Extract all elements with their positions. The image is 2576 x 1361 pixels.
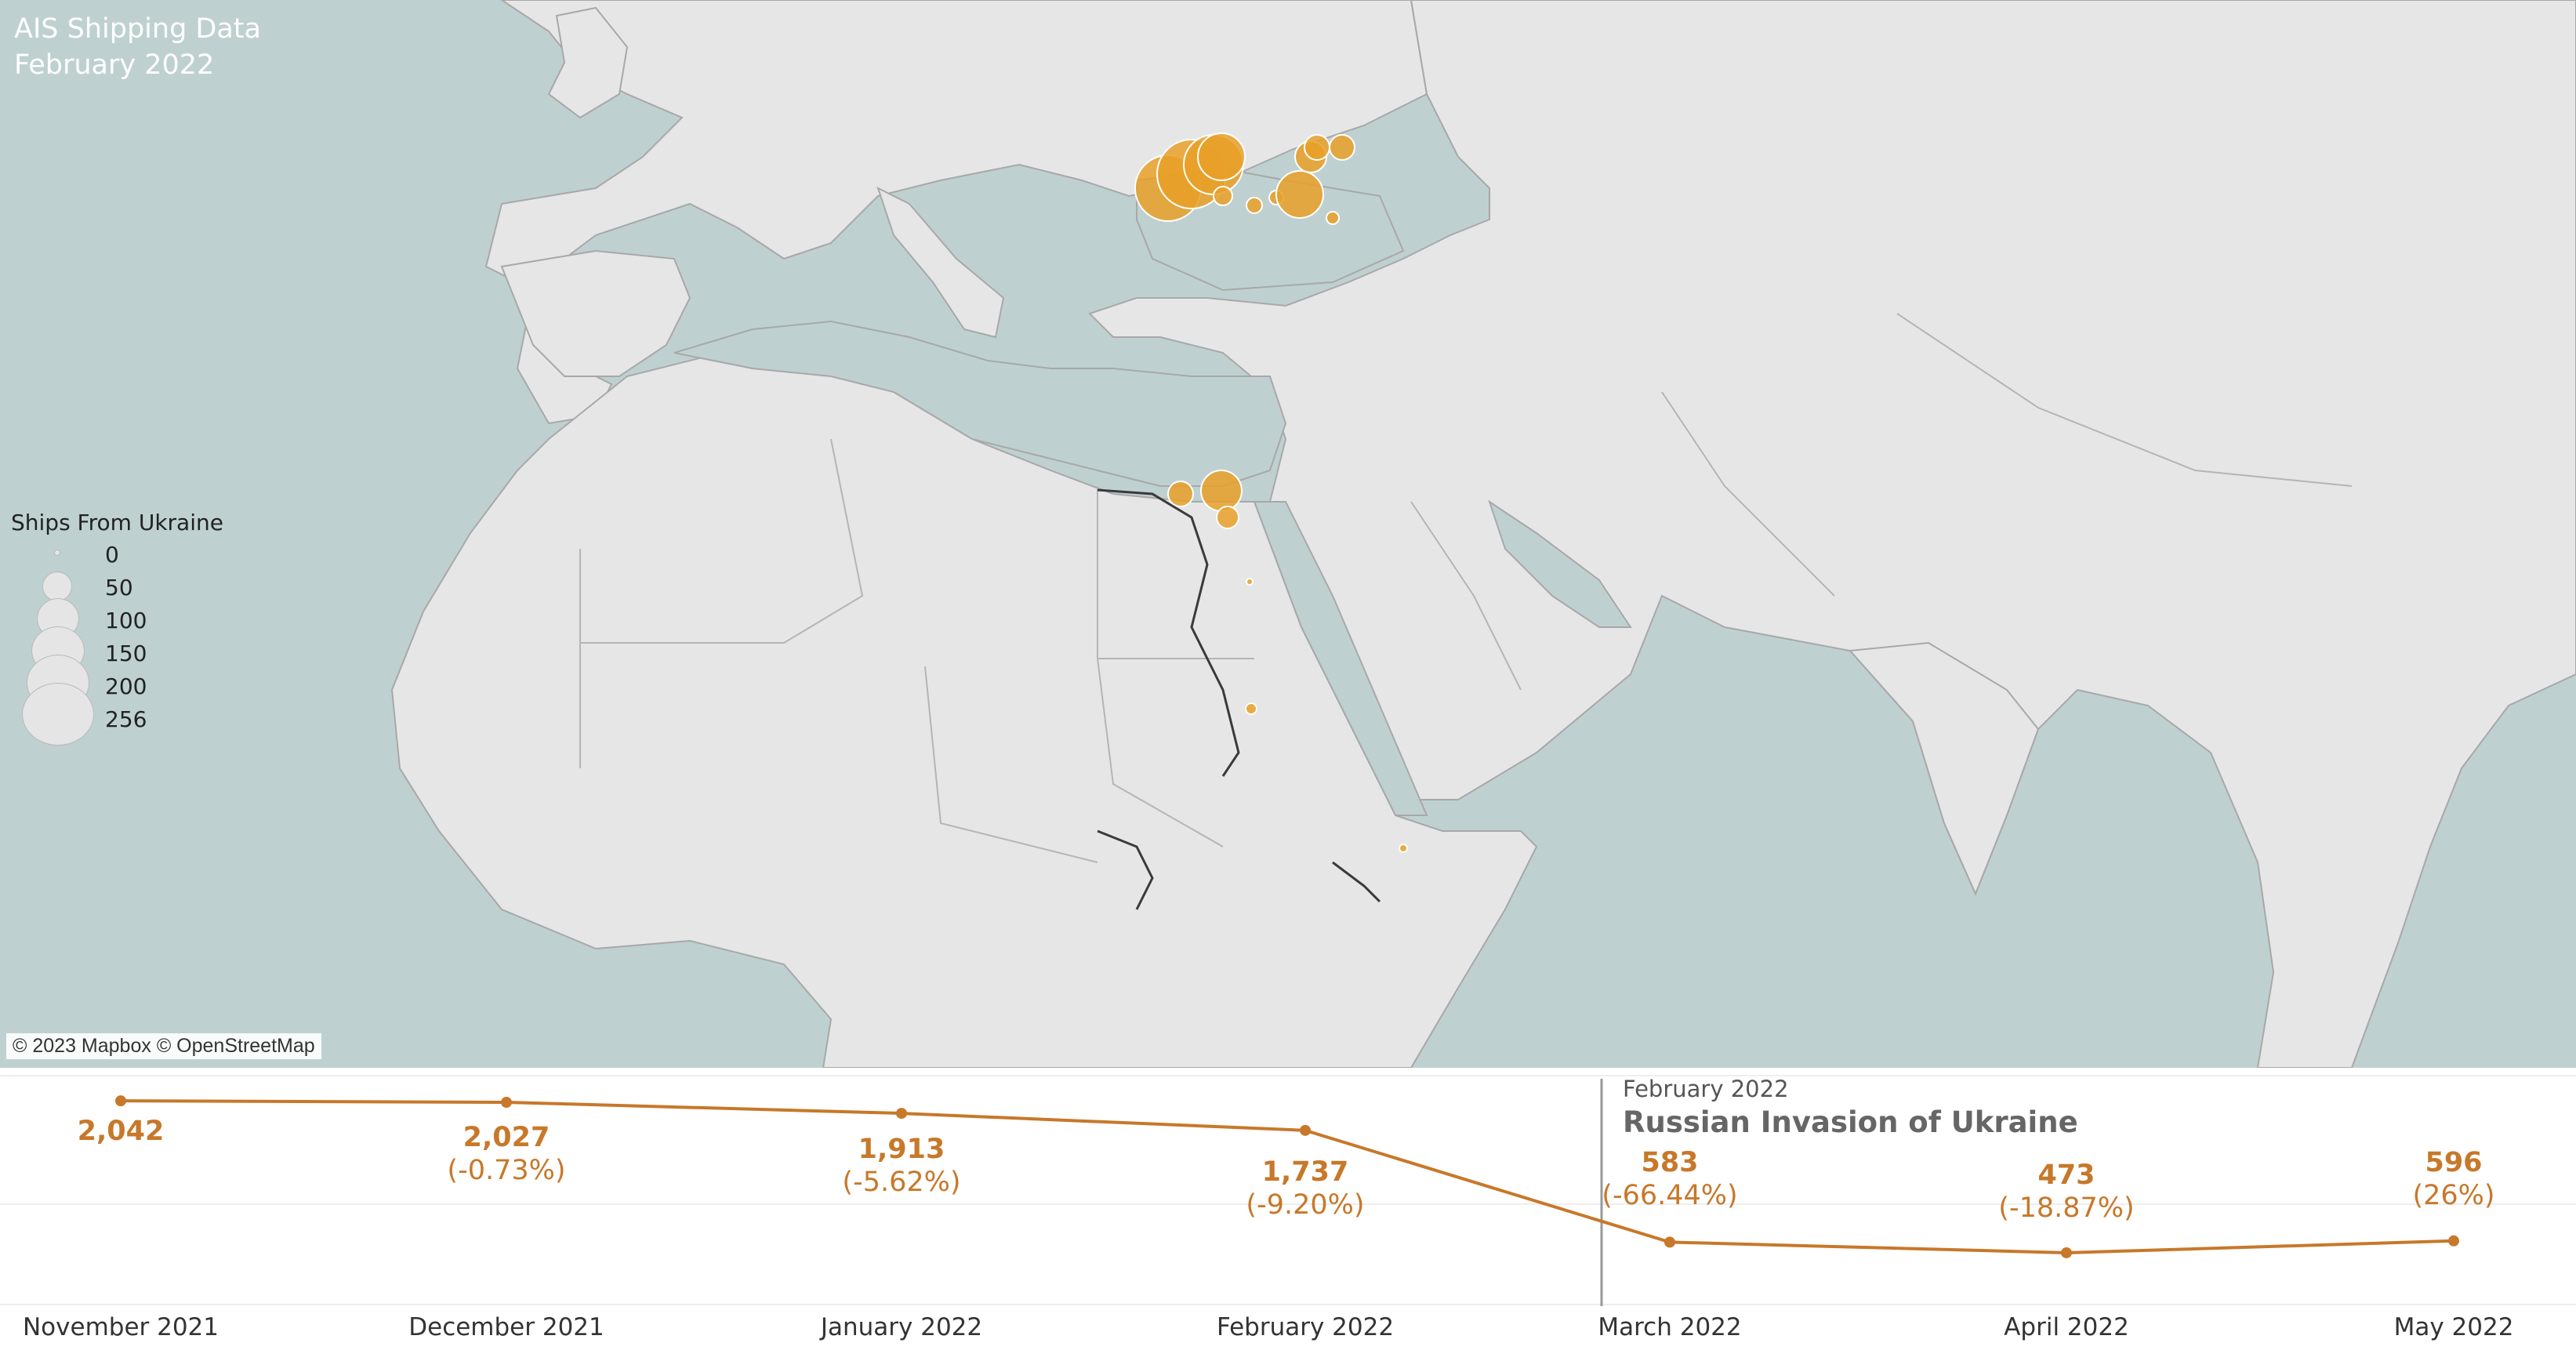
legend-item: 0 (11, 539, 223, 572)
rivers (1097, 488, 1381, 910)
bubble[interactable] (1213, 186, 1233, 206)
bubble[interactable] (1167, 481, 1194, 507)
size-legend[interactable]: Ships From Ukraine 0 50 100 150 200 256 (11, 510, 223, 746)
data-label-change: (26%) (2412, 1180, 2495, 1211)
data-label: 1,737 (-9.20%) (1246, 1156, 1364, 1221)
map-title-line2: February 2022 (14, 49, 215, 81)
data-label-value: 2,027 (463, 1122, 550, 1153)
data-point[interactable] (1664, 1236, 1675, 1248)
world-map[interactable] (0, 0, 2576, 1068)
legend-item: 256 (11, 683, 223, 746)
data-label-value: 583 (1641, 1147, 1699, 1178)
data-label-value: 1,913 (858, 1134, 945, 1165)
x-axis-tick-label: April 2022 (2004, 1313, 2129, 1341)
data-label: 1,913 (-5.62%) (842, 1133, 960, 1199)
x-axis-tick-label: December 2021 (408, 1313, 604, 1341)
data-label: 2,027 (-0.73%) (447, 1121, 565, 1187)
legend-label: 50 (105, 575, 133, 601)
bubble[interactable] (1245, 702, 1257, 715)
x-axis-tick-label: March 2022 (1598, 1313, 1742, 1341)
bubble[interactable] (1304, 134, 1330, 161)
data-label: 473 (-18.87%) (1998, 1159, 2134, 1225)
data-label-change: (-5.62%) (842, 1167, 961, 1198)
data-point[interactable] (1300, 1124, 1311, 1136)
map-panel[interactable]: AIS Shipping Data February 2022 Ships Fr… (0, 0, 2576, 1068)
land-asia (1088, 0, 2576, 1068)
data-label-change: (-66.44%) (1602, 1180, 1738, 1211)
x-axis-tick-label: November 2021 (22, 1313, 220, 1341)
bubble[interactable] (1326, 211, 1340, 225)
bubble[interactable] (1399, 844, 1408, 853)
mediterranean-sea (673, 320, 1287, 487)
legend-label: 256 (105, 706, 147, 732)
legend-circle-icon (22, 683, 94, 746)
land-uk (547, 6, 629, 119)
bubble[interactable] (1246, 578, 1254, 586)
legend-item: 50 (11, 572, 223, 604)
data-label: 2,042 (78, 1115, 165, 1148)
annotation-date: February 2022 (1623, 1076, 1789, 1102)
bubble[interactable] (1329, 134, 1355, 161)
data-label-change: (-0.73%) (447, 1155, 566, 1186)
data-label: 596 (26%) (2412, 1146, 2494, 1212)
legend-label: 0 (105, 542, 119, 568)
map-title-line1: AIS Shipping Data (14, 13, 261, 45)
bubble[interactable] (1200, 470, 1243, 512)
bubble[interactable] (1216, 506, 1239, 529)
data-label-value: 2,042 (77, 1116, 165, 1147)
data-point[interactable] (115, 1095, 126, 1107)
map-attribution[interactable]: © 2023 Mapbox © OpenStreetMap (6, 1033, 321, 1059)
annotation-title: Russian Invasion of Ukraine (1623, 1105, 2078, 1139)
data-label-change: (-18.87%) (1998, 1192, 2135, 1224)
data-label-change: (-9.20%) (1246, 1189, 1365, 1221)
data-label-value: 473 (2037, 1160, 2095, 1191)
x-axis-tick-label: May 2022 (2393, 1313, 2514, 1341)
country-borders (579, 313, 2353, 863)
land-italy (876, 187, 1005, 339)
data-point[interactable] (2448, 1235, 2459, 1247)
x-axis-tick-label: February 2022 (1216, 1313, 1395, 1341)
x-axis-tick-label: January 2022 (820, 1313, 983, 1341)
legend-circle-icon (42, 572, 72, 601)
land-africa (390, 351, 1538, 1068)
bubble[interactable] (1246, 197, 1263, 214)
legend-label: 100 (105, 608, 147, 633)
data-label: 583 (-66.44%) (1602, 1146, 1737, 1212)
data-label-value: 1,737 (1261, 1156, 1349, 1188)
map-title: AIS Shipping Data February 2022 (14, 11, 261, 83)
legend-title: Ships From Ukraine (11, 510, 223, 535)
data-point[interactable] (896, 1108, 907, 1120)
data-point[interactable] (2061, 1247, 2072, 1258)
land-iberia (500, 249, 691, 377)
bubble[interactable] (1197, 132, 1246, 181)
legend-circle-icon (54, 550, 60, 556)
ship-bubbles (1134, 132, 1408, 853)
persian-gulf (1488, 499, 1632, 628)
land-india (1848, 641, 2040, 896)
line-chart-panel[interactable]: February 2022 Russian Invasion of Ukrain… (0, 1068, 2576, 1358)
legend-label: 150 (105, 641, 147, 666)
line-chart (0, 1075, 2576, 1306)
data-point[interactable] (501, 1097, 512, 1109)
data-label-value: 596 (2425, 1147, 2483, 1178)
series-group (115, 1095, 2459, 1258)
bubble[interactable] (1275, 170, 1324, 219)
legend-label: 200 (105, 673, 147, 699)
